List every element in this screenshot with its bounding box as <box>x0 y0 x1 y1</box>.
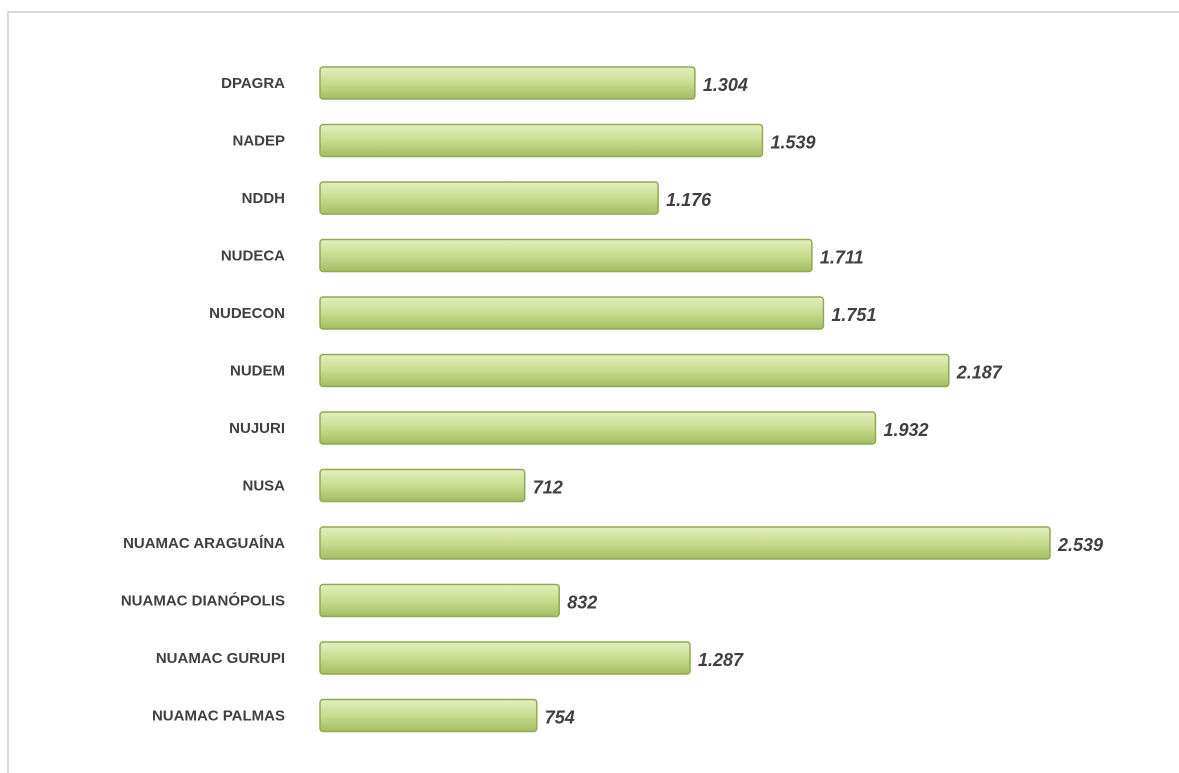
bar <box>319 123 764 158</box>
data-label: 1.932 <box>883 420 928 440</box>
y-tick-label: NUDECA <box>221 247 285 264</box>
bar <box>319 698 538 733</box>
bar <box>319 526 1051 560</box>
y-tick-label: NADEP <box>232 132 285 149</box>
bar <box>319 296 825 330</box>
data-label: 832 <box>567 592 597 612</box>
bar <box>319 583 560 618</box>
y-tick-label: NDDH <box>242 190 285 207</box>
bar <box>319 468 526 503</box>
data-label: 1.711 <box>820 247 864 267</box>
y-tick-label: NUAMAC PALMAS <box>152 707 285 724</box>
y-tick-label: NUJURI <box>229 420 285 437</box>
bar <box>319 181 659 215</box>
data-label: 712 <box>533 477 563 497</box>
data-label: 1.304 <box>703 75 748 95</box>
y-tick-label: NUAMAC ARAGUAÍNA <box>123 535 285 552</box>
bar <box>319 353 950 388</box>
data-label: 1.539 <box>770 132 815 152</box>
y-tick-label: NUDEM <box>230 362 285 379</box>
bar <box>319 66 696 100</box>
chart-frame <box>7 11 1179 773</box>
y-tick-label: NUDECON <box>209 305 285 322</box>
data-label: 1.751 <box>831 305 876 325</box>
data-label: 2.539 <box>1057 535 1103 555</box>
y-tick-label: DPAGRA <box>221 75 285 92</box>
bar <box>319 238 813 273</box>
y-tick-label: NUAMAC GURUPI <box>156 650 285 667</box>
bar <box>319 641 691 675</box>
y-tick-label: NUAMAC DIANÓPOLIS <box>121 591 285 609</box>
data-label: 754 <box>545 707 575 727</box>
data-label: 1.176 <box>666 190 712 210</box>
y-tick-label: NUSA <box>242 477 285 494</box>
data-label: 1.287 <box>698 650 744 670</box>
data-label: 2.187 <box>956 362 1003 382</box>
bar <box>319 411 877 445</box>
